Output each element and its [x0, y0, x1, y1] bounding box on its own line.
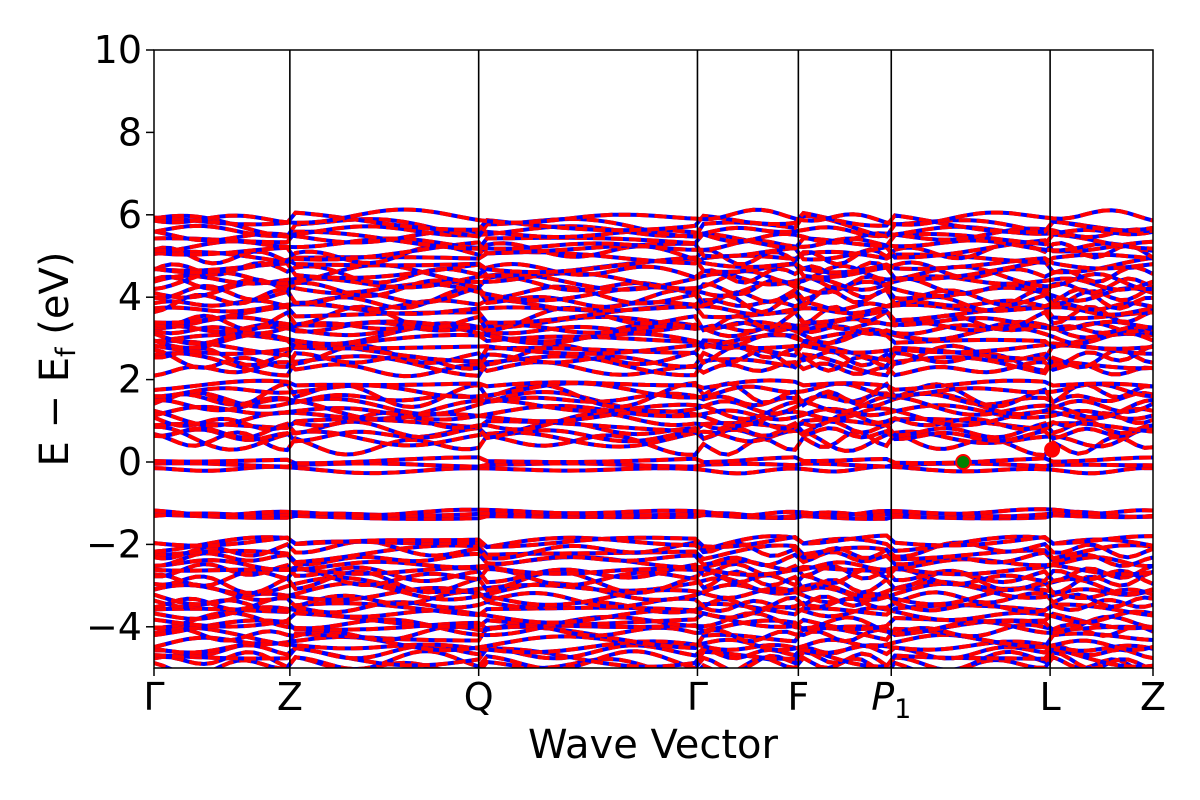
- band-spin-up: [154, 389, 1153, 417]
- markers-layer: [955, 441, 1061, 470]
- band-spin-up: [154, 539, 1153, 561]
- y-tick-label: −2: [86, 522, 142, 566]
- y-tick-label: 10: [94, 28, 142, 72]
- band-spin-up: [154, 213, 1153, 239]
- x-tick-label-main: P: [871, 675, 894, 719]
- band-spin-up: [154, 455, 1153, 466]
- band-spin-up: [154, 238, 1153, 262]
- bands-layer: [154, 207, 1153, 668]
- band-spin-up: [154, 425, 1153, 444]
- x-tick-label: Γ: [143, 675, 164, 719]
- band-spin-up: [154, 283, 1153, 308]
- x-tick-label-main: Γ: [687, 675, 708, 719]
- band-spin-up: [154, 236, 1153, 253]
- band-spin-up: [154, 654, 1138, 668]
- band-spin-up: [154, 378, 1153, 392]
- y-tick-label: 8: [118, 110, 142, 154]
- y-tick-label: 0: [118, 440, 142, 484]
- y-axis-ticks: −4 −2 0 2 4 6 8 10: [86, 28, 154, 649]
- x-tick-label: Γ: [687, 675, 708, 719]
- band-spin-down: [154, 351, 1153, 378]
- x-axis-label: Wave Vector: [528, 722, 779, 768]
- band-spin-up: [154, 561, 1153, 585]
- x-tick-label-main: Z: [277, 675, 303, 719]
- high-symmetry-lines: [289, 50, 1051, 668]
- band-spin-up: [154, 639, 1153, 655]
- x-tick-label-main: Z: [1140, 675, 1166, 719]
- band-spin-up: [154, 424, 1153, 453]
- band-spin-up: [154, 632, 1153, 653]
- band-spin-up: [154, 304, 1153, 333]
- x-tick-label: L: [1040, 675, 1061, 719]
- band-spin-up: [154, 581, 1153, 603]
- y-tick-label: 6: [118, 193, 142, 237]
- band-spin-down: [154, 419, 1153, 441]
- cbm-marker: [1044, 441, 1061, 458]
- x-tick-label: Q: [464, 675, 494, 719]
- x-tick-label: F: [787, 675, 809, 719]
- y-axis-label-main: E − E: [32, 357, 78, 467]
- x-tick-label-subscript: 1: [894, 694, 911, 725]
- y-tick-label: 4: [118, 275, 142, 319]
- x-tick-label-main: Q: [464, 675, 494, 719]
- y-axis-label-unit: (eV): [32, 252, 78, 348]
- plot-frame: [153, 49, 1154, 669]
- x-tick-label: P1: [871, 675, 911, 725]
- vbm-marker: [955, 454, 972, 470]
- band-spin-up: [154, 338, 1153, 364]
- band-spin-up: [154, 507, 1153, 518]
- band-spin-up: [154, 320, 1153, 336]
- band-spin-up: [154, 624, 1153, 650]
- x-tick-label: Z: [277, 675, 303, 719]
- band-spin-up: [154, 610, 1153, 638]
- y-axis-label: E − Ef (eV): [32, 252, 82, 467]
- band-spin-up: [154, 381, 1153, 400]
- y-tick-label: −4: [86, 605, 142, 649]
- band-spin-up: [154, 601, 1153, 618]
- y-tick-label: 2: [118, 358, 142, 402]
- band-spin-up: [154, 341, 1153, 356]
- band-spin-up: [154, 416, 1153, 434]
- band-spin-up: [154, 562, 1153, 577]
- x-tick-label-main: L: [1040, 675, 1061, 719]
- band-spin-up: [154, 207, 1153, 227]
- band-spin-up: [154, 226, 1153, 245]
- band-spin-up: [154, 533, 1153, 549]
- band-spin-up: [154, 210, 1153, 235]
- band-spin-up: [154, 249, 1153, 266]
- band-spin-up: [154, 330, 1153, 350]
- x-axis-ticks: Γ Z Q Γ F P1 L Z: [143, 668, 1166, 725]
- band-spin-up: [154, 605, 1153, 625]
- band-spin-up: [154, 403, 1153, 422]
- band-spin-up: [154, 314, 1153, 332]
- band-spin-up: [154, 643, 1153, 661]
- band-spin-up: [154, 550, 1153, 568]
- band-spin-up: [154, 464, 1153, 476]
- band-spin-up: [154, 260, 1153, 285]
- band-spin-up: [154, 343, 1153, 368]
- band-spin-up: [154, 394, 1153, 422]
- y-axis-label-subscript: f: [51, 346, 82, 357]
- band-spin-up: [154, 569, 1153, 596]
- x-tick-label-main: Γ: [143, 675, 164, 719]
- band-spin-up: [154, 512, 1153, 521]
- x-tick-label-main: F: [787, 675, 809, 719]
- x-tick-label: Z: [1140, 675, 1166, 719]
